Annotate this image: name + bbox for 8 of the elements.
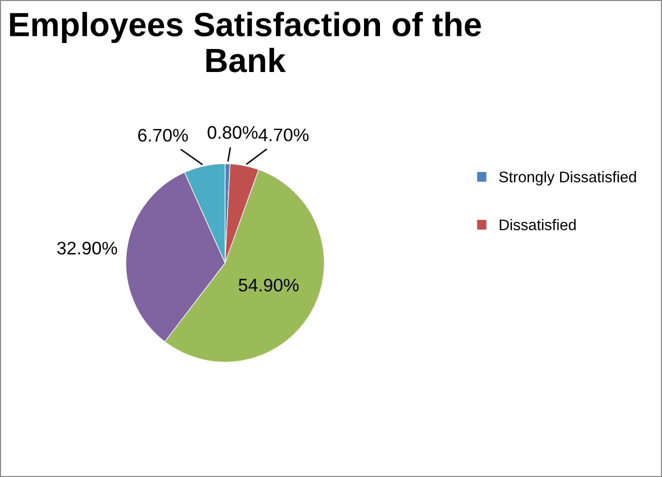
data-label: 6.70% [138, 128, 188, 142]
data-label: 32.90% [57, 242, 118, 255]
data-label: 54.90% [238, 278, 299, 292]
legend-label: Strongly Dissatisfied [499, 171, 636, 186]
data-label: 0.80% [208, 126, 258, 139]
legend-label: Dissatisfied [500, 219, 576, 230]
data-label: 4.70% [258, 128, 309, 142]
chart-title: Employees Satisfaction of the Bank [10, 12, 481, 72]
